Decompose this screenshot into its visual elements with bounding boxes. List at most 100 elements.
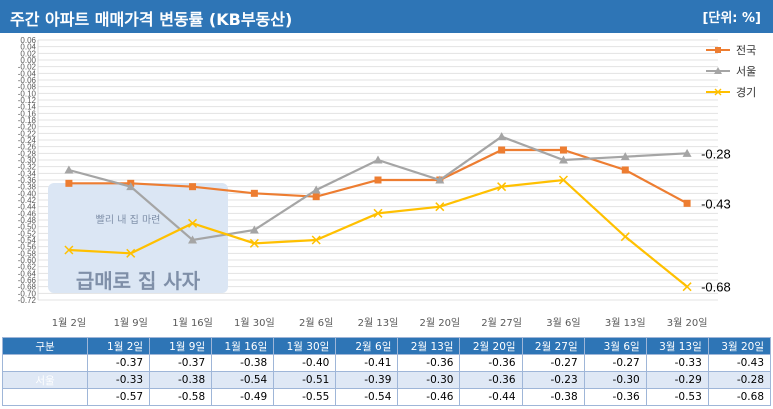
y-tick-label: -0.64 <box>18 269 37 278</box>
table-cell: -0.27 <box>583 354 647 372</box>
y-tick-label: -0.18 <box>18 116 37 125</box>
table-cell: -0.57 <box>86 388 151 406</box>
y-tick-label: -0.46 <box>18 209 37 218</box>
data-point <box>497 182 507 192</box>
table-cell: -0.28 <box>707 371 772 389</box>
table-cell: -0.44 <box>459 388 523 406</box>
x-tick-label: 1월 16일 <box>172 317 213 329</box>
data-point <box>64 165 74 174</box>
unit-label: [단위: %] <box>702 11 761 26</box>
data-point <box>498 146 506 154</box>
table-row-header: 경기 <box>2 388 88 406</box>
y-tick-label: -0.24 <box>18 136 37 145</box>
data-point <box>621 166 629 174</box>
y-tick-label: 0.04 <box>20 43 36 52</box>
data-point <box>126 248 136 258</box>
y-tick-label: -0.08 <box>18 83 37 92</box>
y-tick-label: 0.06 <box>20 36 36 45</box>
y-tick-label: -0.72 <box>18 296 37 305</box>
table-cell: -0.68 <box>707 388 772 406</box>
chart-header: 주간 아파트 매매가격 변동률 (KB부동산) [단위: %] <box>0 0 773 33</box>
table-cell: -0.41 <box>335 354 399 372</box>
table-column-header: 2월 6일 <box>335 337 399 355</box>
data-point <box>558 175 568 185</box>
data-point <box>65 179 73 187</box>
table-cell: -0.30 <box>397 371 461 389</box>
table-cell: -0.27 <box>521 354 585 372</box>
table-column-header: 2월 20일 <box>459 337 523 355</box>
y-tick-label: -0.34 <box>18 169 37 178</box>
table-cell: -0.51 <box>273 371 337 389</box>
x-tick-label: 2월 6일 <box>299 317 333 329</box>
table-cell: -0.37 <box>86 354 151 372</box>
y-tick-label: -0.52 <box>18 229 37 238</box>
data-point <box>435 175 445 184</box>
table-cell: -0.54 <box>335 388 399 406</box>
y-tick-label: -0.36 <box>18 176 37 185</box>
table-row: 서울 -0.33 -0.38 -0.54 -0.51 -0.39 -0.30 -0.36 -0.… <box>2 371 772 389</box>
data-point <box>682 282 692 292</box>
table-cell: -0.36 <box>583 388 647 406</box>
data-point <box>374 176 382 184</box>
table-cell: -0.49 <box>211 388 275 406</box>
y-tick-label: -0.56 <box>18 243 37 252</box>
x-tick-label: 3월 6일 <box>546 317 580 329</box>
y-tick-label: -0.48 <box>18 216 37 225</box>
data-point <box>373 155 383 164</box>
data-point <box>64 245 74 255</box>
data-point <box>373 208 383 218</box>
data-table: 구분 1월 2일 1월 9일 1월 16일 1월 30일 2월 6일 2월 13일 2월 20… <box>2 337 772 406</box>
table-cell: -0.37 <box>149 354 213 372</box>
data-point <box>620 152 630 161</box>
y-tick-label: -0.26 <box>18 143 37 152</box>
table-cell: -0.38 <box>149 371 213 389</box>
y-tick-label: -0.66 <box>18 276 37 285</box>
data-point <box>188 235 198 244</box>
y-tick-label: -0.44 <box>18 203 37 212</box>
data-point <box>497 132 507 141</box>
y-tick-label: -0.38 <box>18 183 37 192</box>
y-tick-label: 0.02 <box>20 49 36 58</box>
table-cell: -0.36 <box>459 371 523 389</box>
y-tick-label: -0.02 <box>18 63 37 72</box>
y-tick-label: -0.40 <box>18 189 37 198</box>
table-column-header: 1월 30일 <box>273 337 337 355</box>
table-row: 경기 -0.57 -0.58 -0.49 -0.55 -0.54 -0.46 -0.44 -0.… <box>2 388 772 406</box>
y-tick-label: -0.22 <box>18 129 37 138</box>
table-row: 전국 -0.37 -0.37 -0.38 -0.40 -0.41 -0.36 -0.36 -0.… <box>2 354 772 372</box>
data-point <box>311 185 321 194</box>
table-column-header: 3월 6일 <box>583 337 647 355</box>
table-cell: -0.43 <box>707 354 772 372</box>
y-tick-label: -0.14 <box>18 103 37 112</box>
y-tick-label: -0.58 <box>18 249 37 258</box>
table-column-header: 2월 27일 <box>521 337 585 355</box>
x-tick-label: 1월 9일 <box>114 317 148 329</box>
y-tick-label: 0.00 <box>20 56 36 65</box>
watermark-logo: 급매로 집 사자 <box>76 269 201 293</box>
table-cell: -0.36 <box>459 354 523 372</box>
data-point <box>682 148 692 157</box>
table-cell: -0.54 <box>211 371 275 389</box>
x-tick-label: 3월 13일 <box>605 317 646 329</box>
data-point <box>312 193 320 201</box>
y-tick-label: -0.28 <box>18 149 37 158</box>
table-cell: -0.33 <box>645 354 709 372</box>
legend-label: 서울 <box>736 65 756 78</box>
y-tick-label: -0.42 <box>18 196 37 205</box>
data-point <box>126 182 136 191</box>
table-cell: -0.40 <box>273 354 337 372</box>
y-tick-label: -0.06 <box>18 76 37 85</box>
y-tick-label: -0.10 <box>18 89 37 98</box>
x-tick-label: 1월 30일 <box>234 317 275 329</box>
x-tick-label: 1월 2일 <box>52 317 86 329</box>
legend-marker <box>714 88 722 96</box>
y-tick-label: -0.70 <box>18 289 37 298</box>
table-cell: -0.36 <box>397 354 461 372</box>
y-tick-label: -0.16 <box>18 109 37 118</box>
data-point <box>558 155 568 164</box>
legend-label: 경기 <box>736 86 756 99</box>
table-cell: -0.38 <box>521 388 585 406</box>
data-point <box>620 232 630 242</box>
data-point <box>249 225 259 234</box>
x-tick-label: 2월 13일 <box>358 317 399 329</box>
